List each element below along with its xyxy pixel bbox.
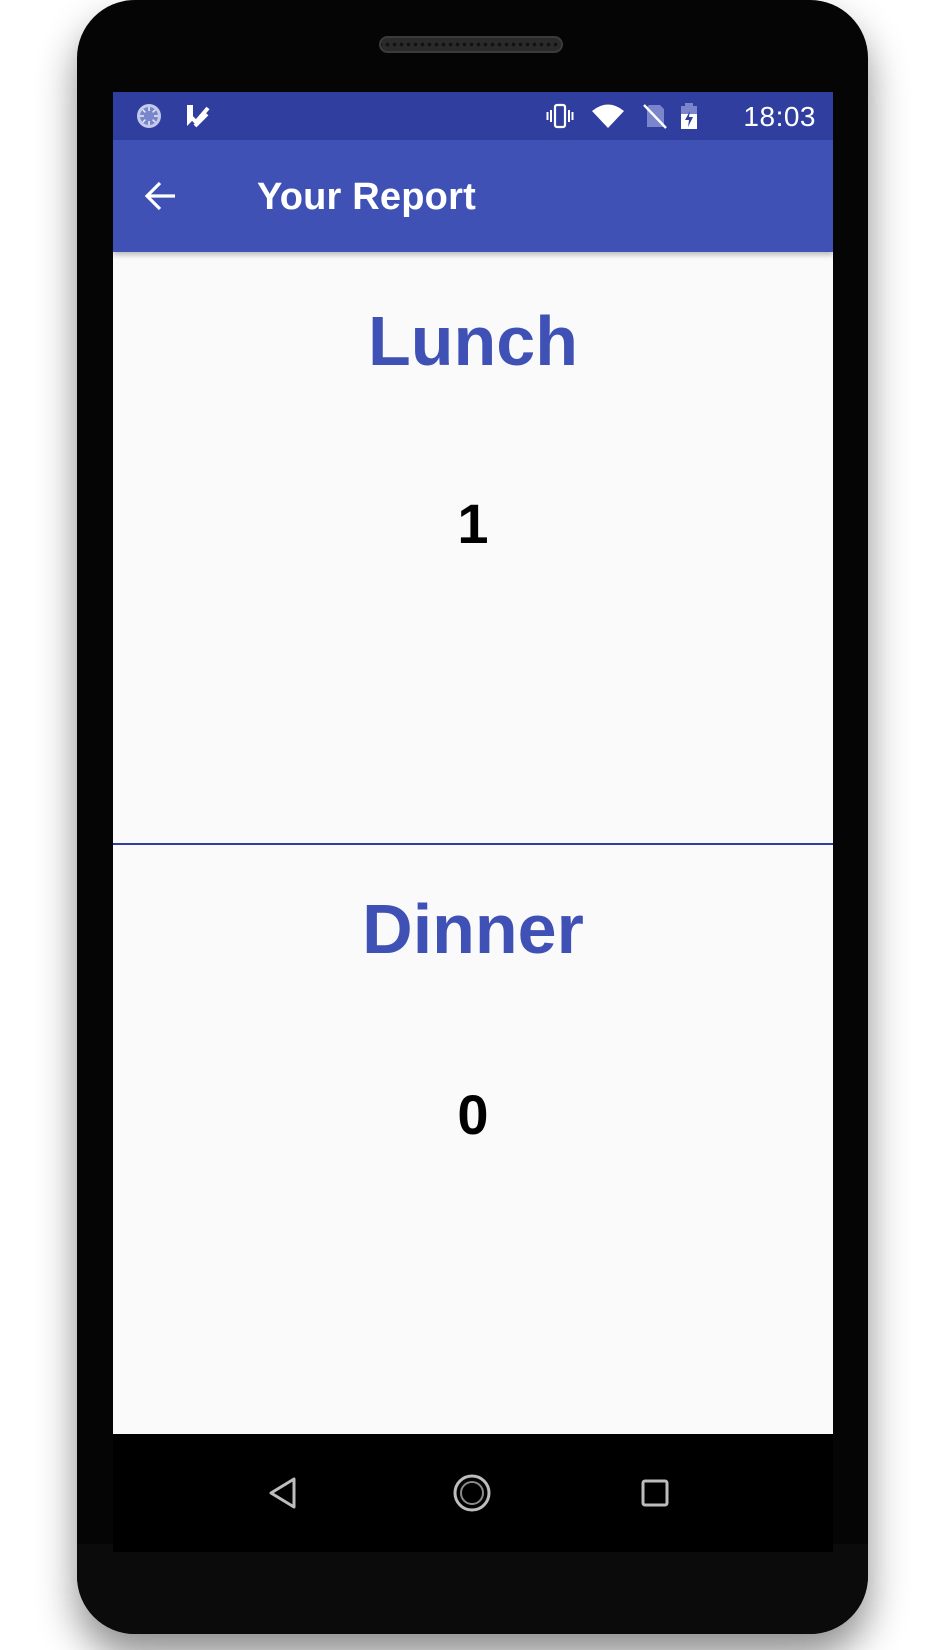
section-divider — [113, 843, 833, 845]
status-time: 18:03 — [743, 101, 816, 132]
nav-home-button[interactable] — [447, 1468, 497, 1518]
dinner-section: Dinner 0 — [113, 844, 833, 1434]
nav-recents-button[interactable] — [630, 1468, 680, 1518]
lunch-section: Lunch 1 — [113, 252, 833, 843]
device-screen: 18:03 Your Report Lunch 1 Dinner 0 — [113, 92, 833, 1434]
sync-icon — [137, 104, 161, 128]
no-sim-icon — [643, 104, 667, 129]
back-triangle-icon — [269, 1477, 296, 1509]
arrow-back-icon — [144, 181, 175, 211]
task-check-icon — [187, 105, 210, 128]
page-title: Your Report — [257, 176, 476, 218]
dinner-count: 0 — [457, 1083, 489, 1146]
navigation-bar — [113, 1434, 833, 1552]
dinner-label: Dinner — [362, 890, 584, 968]
lunch-label: Lunch — [368, 302, 578, 380]
nav-back-button[interactable] — [258, 1468, 308, 1518]
wifi-icon — [592, 104, 624, 128]
home-circle-icon — [453, 1474, 491, 1512]
app-bar: Your Report — [113, 140, 833, 252]
recents-square-icon — [641, 1479, 669, 1507]
battery-charging-icon — [681, 103, 697, 129]
vibrate-icon — [546, 103, 574, 129]
status-bar: 18:03 — [113, 92, 833, 140]
back-button[interactable] — [137, 172, 185, 220]
lunch-count: 1 — [457, 492, 489, 555]
phone-chin — [77, 1544, 868, 1634]
earpiece-speaker — [379, 36, 563, 53]
